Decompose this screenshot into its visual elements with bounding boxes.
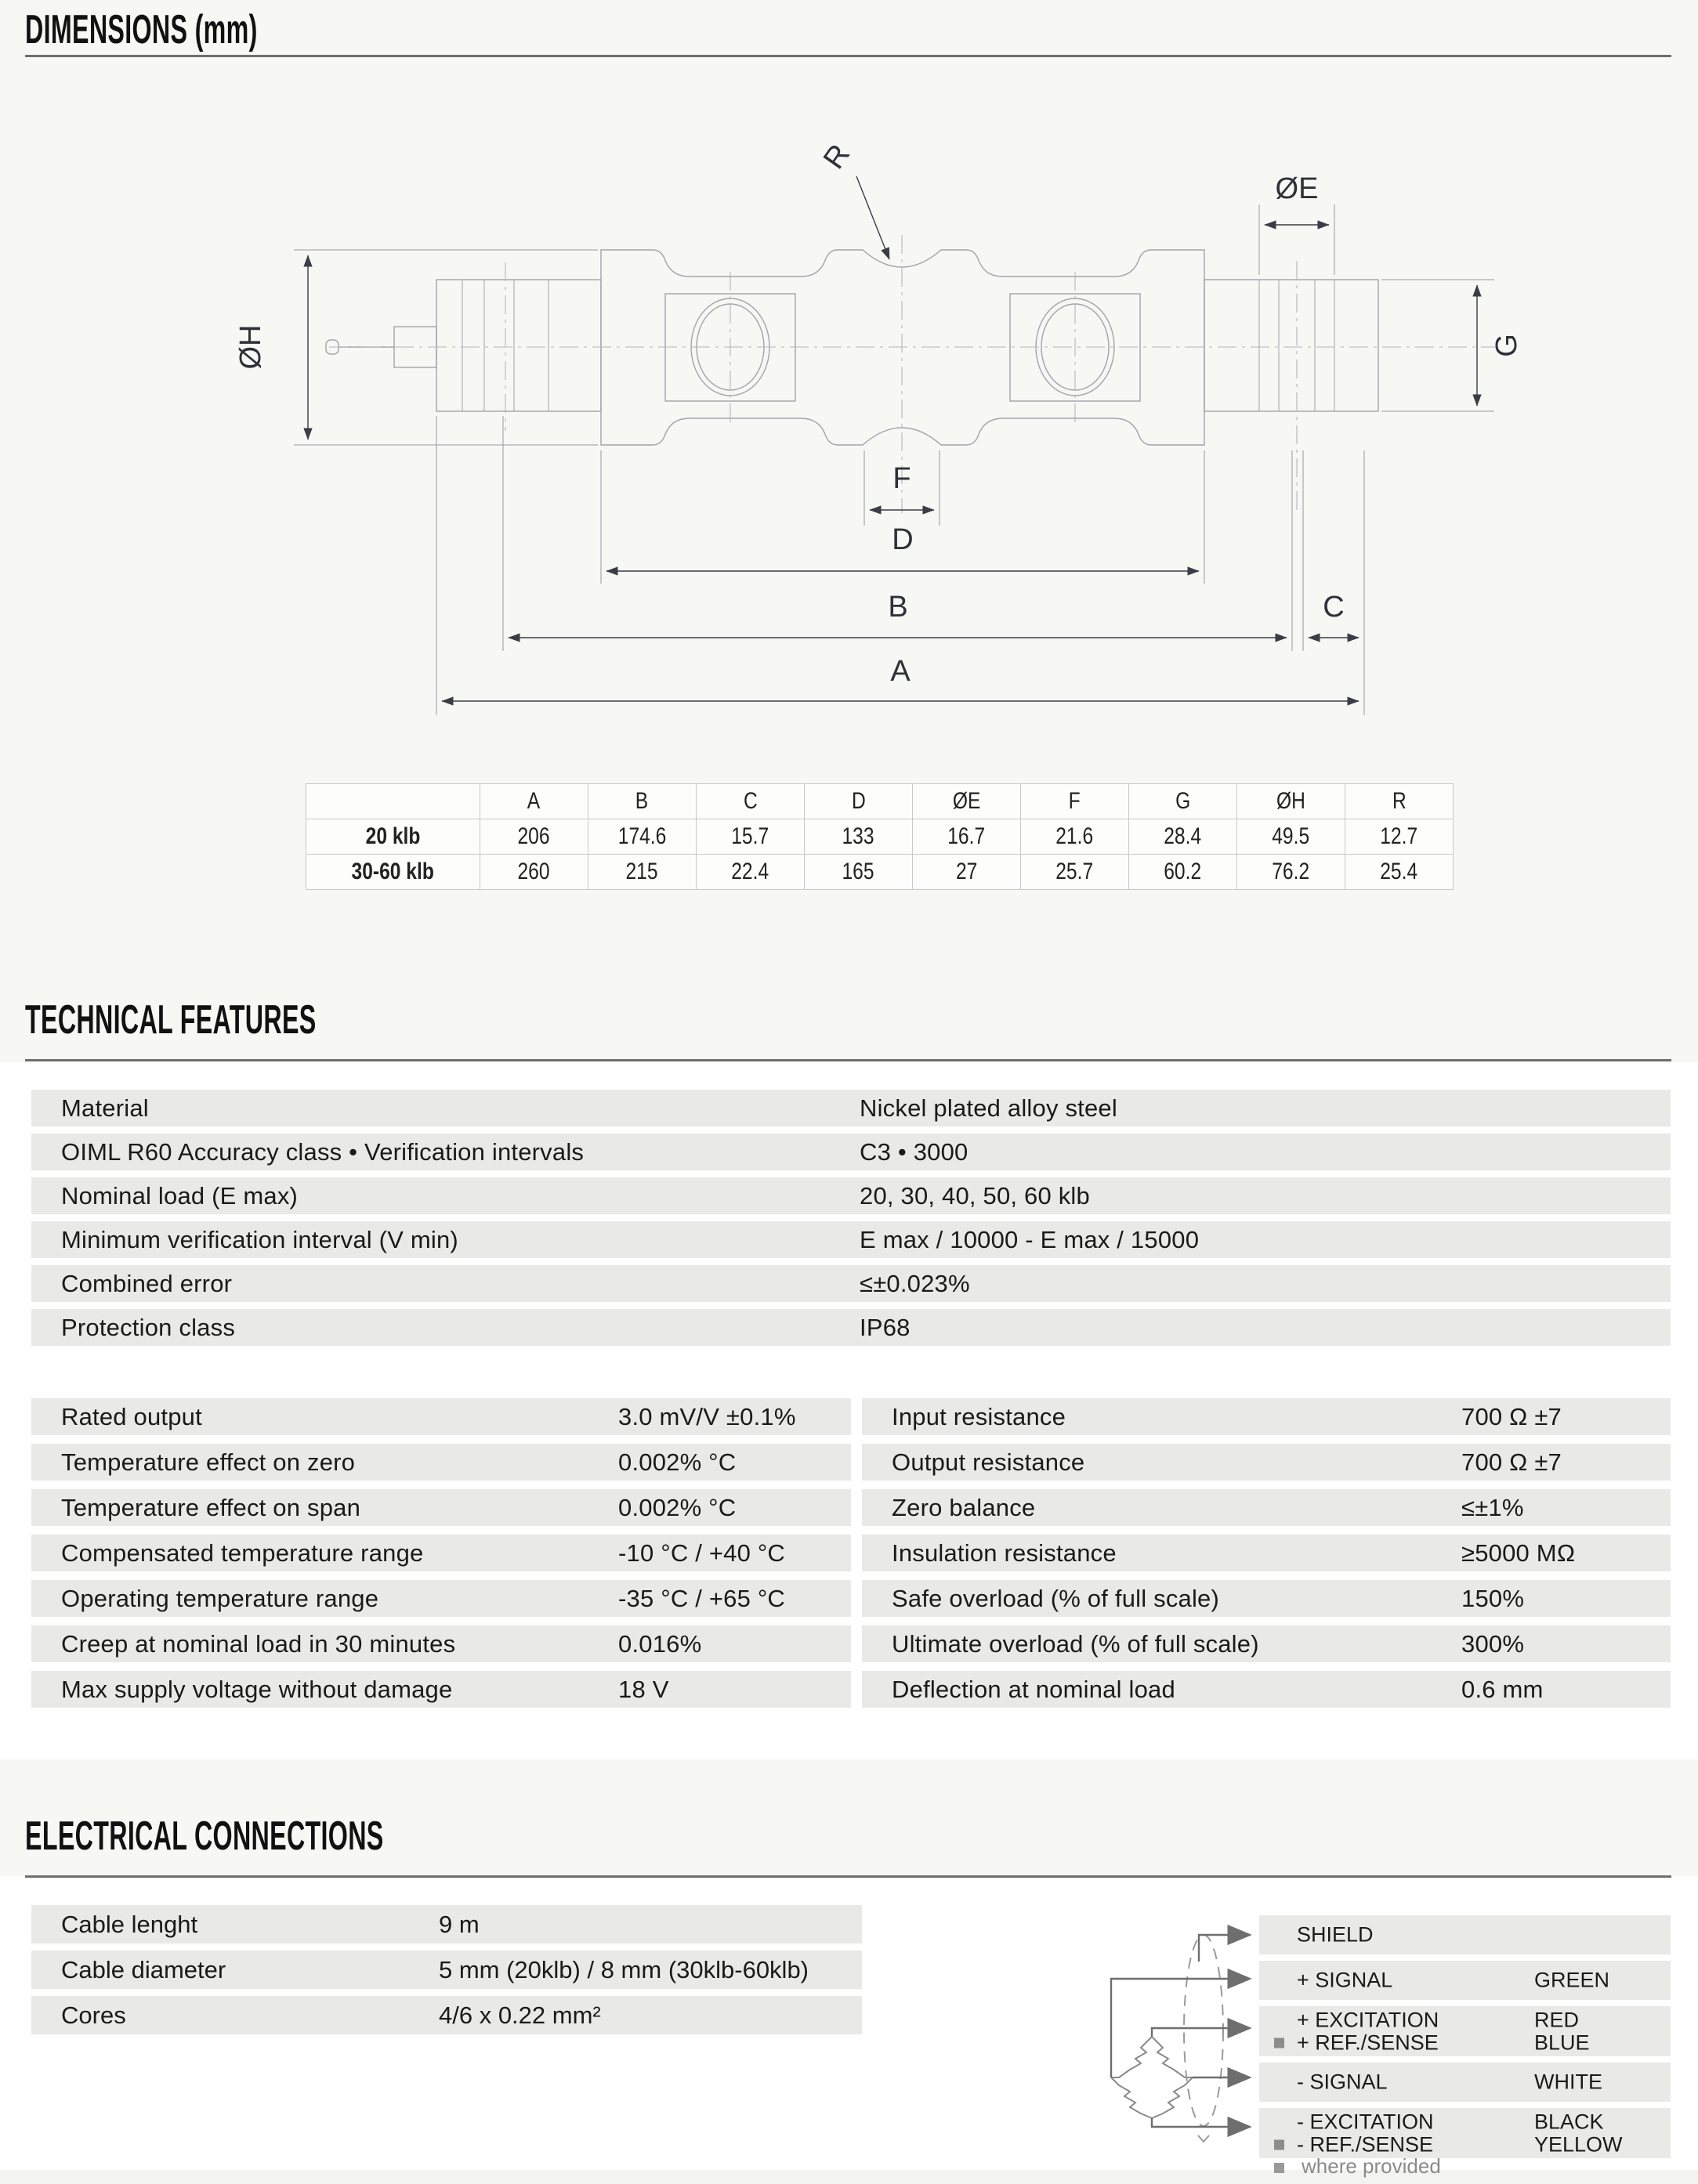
feature-row: Zero balance ≤±1% [862,1489,1671,1526]
bridge-resistor-tr [1151,2036,1193,2078]
table-row: 20 klb 206 174.6 15.7 133 16.7 21.6 28.4… [306,819,1454,855]
wiring-row-plus-excitation: + EXCITATION RED + REF./SENSE BLUE [1259,2006,1671,2056]
dimensions-section-title: DIMENSIONS (mm) [25,7,258,52]
wheatstone-bridge-schematic [1093,1904,1262,2174]
dim-label-a: A [890,655,911,688]
features-right-column: Input resistance 700 Ω ±7 Output resistan… [862,1398,1671,1716]
note-square-icon [1274,2163,1284,2173]
feature-row: Insulation resistance ≥5000 MΩ [862,1535,1671,1571]
wiring-row-minus-excitation: - EXCITATION BLACK - REF./SENSE YELLOW [1259,2108,1671,2158]
electrical-section-title: ELECTRICAL CONNECTIONS [25,1813,384,1859]
wire-arrows [1110,1924,1252,2138]
wiring-row-minus-signal: - SIGNAL WHITE [1259,2063,1671,2102]
where-provided-marker [1274,2139,1284,2150]
bridge-schematic-svg [1110,1924,1252,2143]
feature-row: Temperature effect on span 0.002% °C [31,1489,851,1526]
dim-label-oh: ØH [234,325,267,370]
feature-row: Ultimate overload (% of full scale) 300% [862,1625,1671,1662]
technical-section-title: TECHNICAL FEATURES [25,997,317,1043]
feature-row: Operating temperature range -35 °C / +65 … [31,1580,851,1617]
where-provided-note: where provided [1274,2154,1441,2179]
dimension-lines [303,175,1482,706]
wiring-table: SHIELD + SIGNAL GREEN + EXCITATION RED + … [1259,1915,1671,2164]
dimensions-table: A B C D ØE F G ØH R 20 klb 206 174.6 15.… [306,783,1454,890]
features-left-column: Rated output 3.0 mV/V ±0.1% Temperature e… [31,1398,851,1716]
feature-row: Compensated temperature range -10 °C / +4… [31,1535,851,1571]
dimension-labels: ØH R ØE G F D B C A [234,139,1523,688]
dimensions-rule [25,55,1671,57]
bridge-resistor-br [1151,2077,1193,2119]
cable-bottom-mark [1197,2135,1210,2143]
wiring-row-plus-signal: + SIGNAL GREEN [1259,1961,1671,2000]
feature-row: Max supply voltage without damage 18 V [31,1671,851,1708]
feature-row: Combined error ≤±0.023% [31,1265,1671,1302]
centerlines [329,235,1498,513]
cable-diameter-row: Cable diameter 5 mm (20klb) / 8 mm (30klb… [31,1951,862,1989]
cable-sheath-ellipse [1183,1934,1224,2127]
load-cell-technical-drawing: ØH R ØE G F D B C A [219,74,1591,756]
feature-row: Minimum verification interval (V min) E m… [31,1221,1671,1258]
dim-label-d: D [892,523,913,556]
feature-row: OIML R60 Accuracy class • Verification i… [31,1134,1671,1170]
cable-length-row: Cable lenght 9 m [31,1905,862,1944]
feature-row: Input resistance 700 Ω ±7 [862,1398,1671,1435]
dim-label-oe: ØE [1276,172,1319,205]
table-row: 30-60 klb 260 215 22.4 165 27 25.7 60.2 … [306,854,1454,890]
cable-spec-block: Cable lenght 9 m Cable diameter 5 mm (20kl… [31,1905,862,2041]
where-provided-marker [1274,2038,1284,2048]
dim-label-b: B [888,591,907,624]
feature-row: Safe overload (% of full scale) 150% [862,1580,1671,1617]
feature-row: Deflection at nominal load 0.6 mm [862,1671,1671,1708]
feature-row: Material Nickel plated alloy steel [31,1090,1671,1126]
feature-row: Output resistance 700 Ω ±7 [862,1444,1671,1481]
feature-row: Nominal load (E max) 20, 30, 40, 50, 60 k… [31,1177,1671,1214]
feature-row: Temperature effect on zero 0.002% °C [31,1444,851,1481]
dim-label-f: F [892,462,911,495]
extension-lines [294,204,1494,715]
wiring-row-shield: SHIELD [1259,1915,1671,1954]
cable-cores-row: Cores 4/6 x 0.22 mm² [31,1996,862,2034]
bridge-resistor-tl [1111,2036,1153,2078]
dim-label-r: R [817,139,856,175]
feature-row: Creep at nominal load in 30 minutes 0.016… [31,1625,851,1662]
dim-label-c: C [1323,591,1344,624]
feature-row: Rated output 3.0 mV/V ±0.1% [31,1398,851,1435]
bottom-strip [0,2170,1698,2184]
feature-row: Protection class IP68 [31,1309,1671,1346]
features-general-block: Material Nickel plated alloy steel OIML R… [31,1090,1671,1353]
bridge-resistor-bl [1110,2077,1153,2119]
load-cell-drawing-svg: ØH R ØE G F D B C A [234,139,1523,715]
electrical-rule [25,1875,1671,1878]
technical-rule [25,1059,1671,1061]
dim-label-g: G [1490,334,1523,357]
dims-header-row: A B C D ØE F G ØH R [306,783,1454,819]
